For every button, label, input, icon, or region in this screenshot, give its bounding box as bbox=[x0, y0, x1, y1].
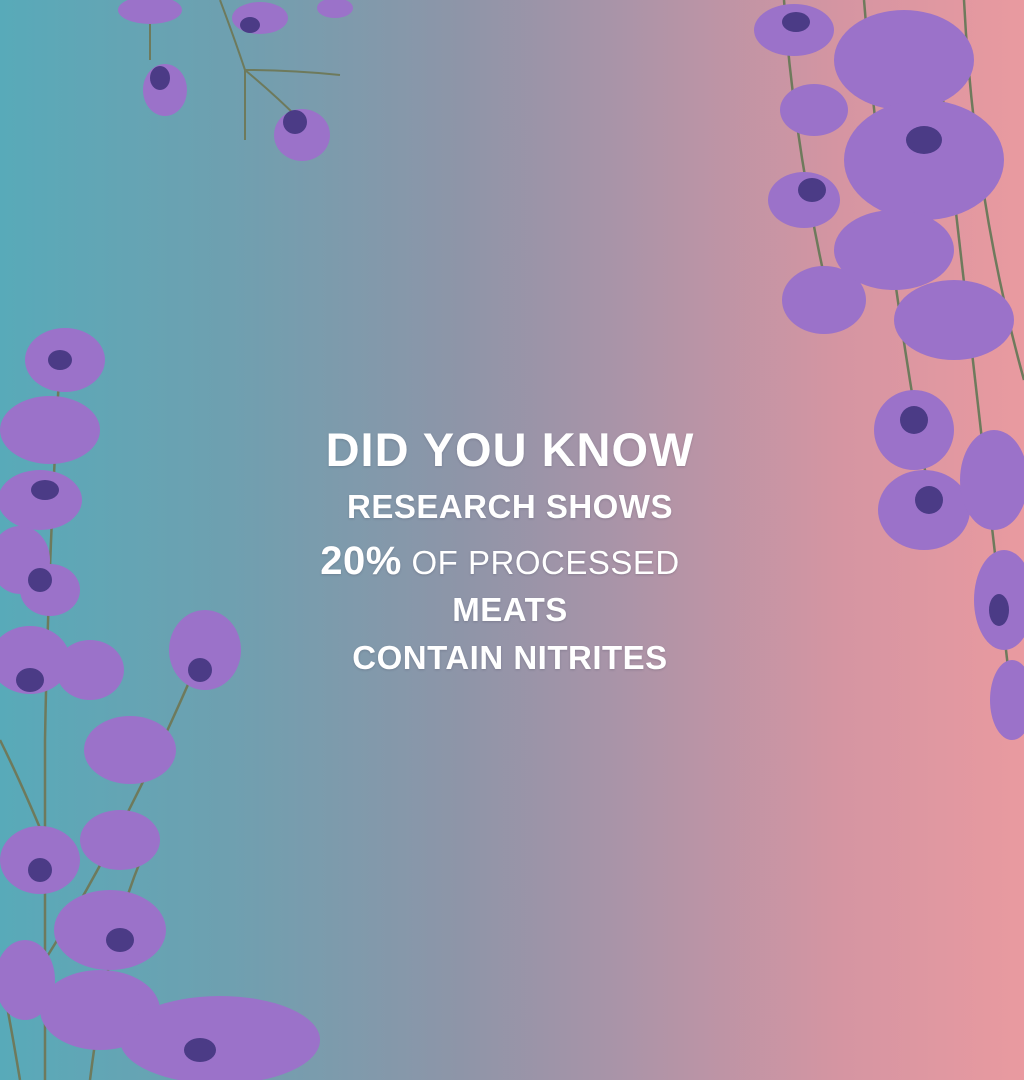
contain-line: CONTAIN NITRITES bbox=[352, 639, 668, 676]
stat-text: OF PROCESSED bbox=[411, 544, 680, 581]
lavender-flower-icon bbox=[754, 0, 1024, 740]
stat-line: 20% OF PROCESSED bbox=[210, 536, 790, 588]
fact-text-block: DID YOU KNOW RESEARCH SHOWS 20% OF PROCE… bbox=[230, 420, 790, 684]
headline: DID YOU KNOW bbox=[325, 423, 695, 476]
lavender-flower-icon bbox=[0, 328, 320, 1080]
stat-number: 20% bbox=[320, 539, 402, 583]
meats-line: MEATS bbox=[452, 591, 568, 628]
lavender-flower-icon bbox=[118, 0, 353, 161]
research-line: RESEARCH SHOWS bbox=[346, 488, 674, 525]
